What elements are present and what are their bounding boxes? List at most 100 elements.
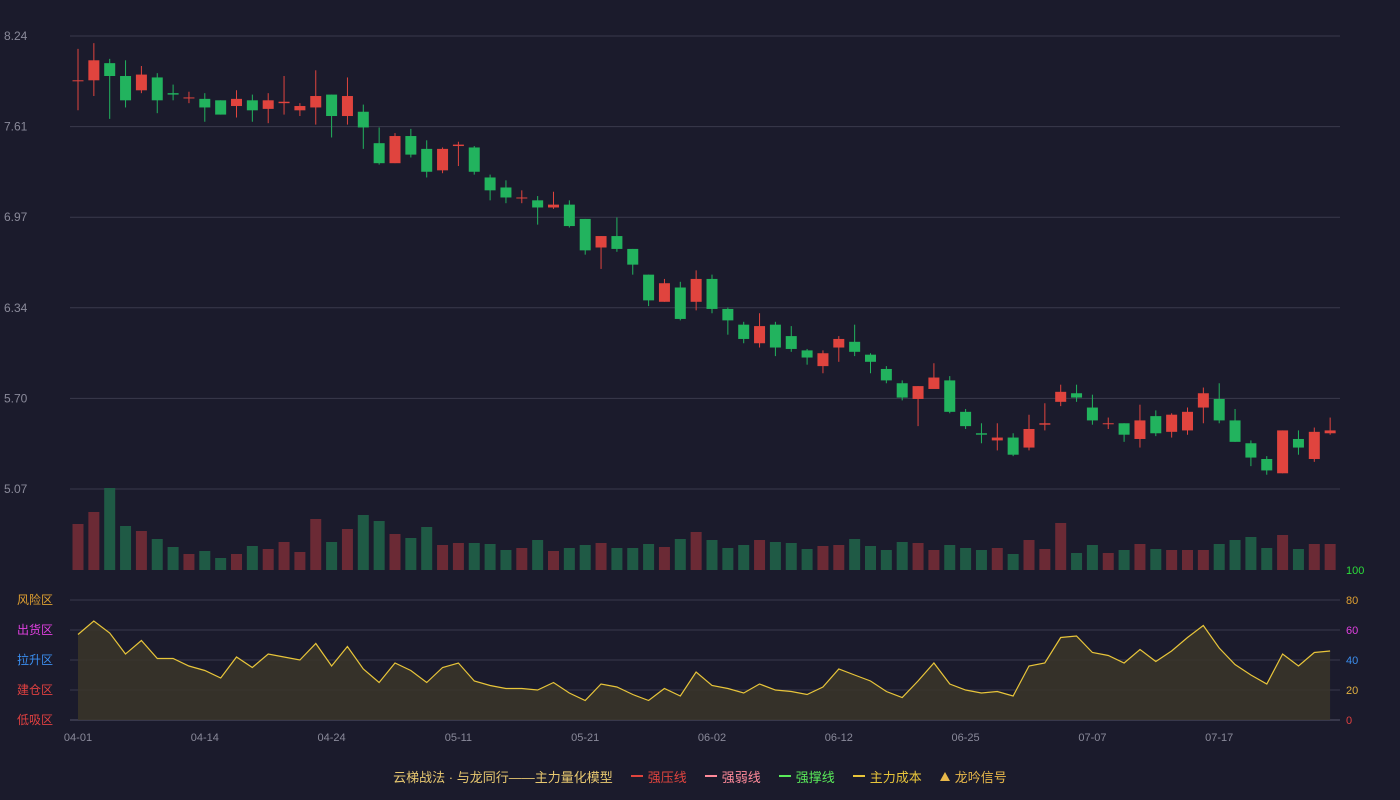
candle-body <box>1277 430 1289 474</box>
volume-bar <box>437 545 449 570</box>
candle-body <box>1023 428 1035 448</box>
candle-body <box>421 148 433 172</box>
candle-body <box>1229 420 1241 442</box>
volume-bar <box>865 546 876 570</box>
volume-bar <box>1213 544 1225 570</box>
indicator-tick-label: 100 <box>1346 565 1364 577</box>
date-tick-label: 05-11 <box>445 732 472 744</box>
candle-body <box>1308 431 1320 459</box>
volume-bar <box>1102 553 1114 570</box>
legend-item[interactable]: 强弱线 <box>704 767 761 786</box>
candle-body <box>817 353 829 367</box>
candle-body <box>769 324 781 348</box>
volume-bar <box>1007 554 1019 570</box>
volume-bar <box>595 543 607 570</box>
candle-body <box>72 80 84 82</box>
volume-bar <box>548 551 559 570</box>
candle-body <box>135 74 147 91</box>
candle-body <box>500 187 512 198</box>
candle-body <box>357 111 369 128</box>
date-tick-label: 04-24 <box>318 732 346 744</box>
volume-bar <box>1182 550 1193 570</box>
volume-bar <box>1086 545 1098 570</box>
candle-body <box>1166 414 1178 432</box>
volume-bar <box>151 539 163 570</box>
candle-body <box>1245 443 1257 458</box>
date-tick-label: 06-12 <box>825 732 853 744</box>
volume-bar <box>849 539 861 570</box>
legend-item[interactable]: 强撑线 <box>778 767 835 786</box>
volume-bar <box>326 542 338 570</box>
volume-bar <box>1118 550 1130 570</box>
volume-bar <box>754 540 766 570</box>
volume-bar <box>310 519 322 570</box>
candle-body <box>849 341 861 352</box>
candle-body <box>1055 391 1067 402</box>
price-tick-label: 5.70 <box>4 391 28 405</box>
indicator-tick-label: 0 <box>1346 715 1352 727</box>
candle-body <box>1039 423 1051 425</box>
candle-body <box>532 200 544 208</box>
volume-bar <box>896 542 908 570</box>
volume-bar <box>738 545 750 570</box>
volume-bar <box>611 548 623 570</box>
legend-item-label: 主力成本 <box>869 769 922 785</box>
volume-bars <box>72 488 1336 570</box>
volume-bar <box>357 515 369 570</box>
candle-body <box>405 136 417 155</box>
candle-body <box>896 383 908 398</box>
indicator-tick-label: 80 <box>1346 595 1358 607</box>
volume-bar <box>785 543 797 570</box>
candle-body <box>88 60 100 81</box>
indicator-series <box>77 620 1331 720</box>
candle-body <box>516 197 528 199</box>
date-tick-label: 07-17 <box>1205 732 1233 744</box>
candle-body <box>579 218 591 251</box>
candle-body <box>151 77 163 101</box>
candle-body <box>722 308 734 321</box>
volume-bar <box>167 547 179 570</box>
volume-bar <box>643 544 655 570</box>
volume-bar <box>627 548 639 570</box>
price-grid <box>70 35 1340 490</box>
legend-item[interactable]: 强压线 <box>630 767 687 786</box>
candle-body <box>643 274 655 301</box>
triangle-icon <box>939 771 950 781</box>
volume-bar <box>1055 523 1067 570</box>
candle-body <box>1007 437 1019 455</box>
candle-body <box>437 148 449 171</box>
volume-bar <box>341 529 353 570</box>
candle-body <box>199 98 211 108</box>
price-tick-label: 8.24 <box>4 29 28 43</box>
indicator-tick-label: 20 <box>1346 685 1358 697</box>
candle-body <box>1134 420 1146 439</box>
date-tick-label: 06-02 <box>698 732 726 744</box>
volume-bar <box>690 532 702 570</box>
candle-body <box>1071 393 1083 398</box>
volume-bar <box>468 543 480 570</box>
volume-bar <box>658 547 670 570</box>
candle-body <box>627 248 639 265</box>
legend-item[interactable]: 龙吟信号 <box>939 767 1007 786</box>
volume-bar <box>960 548 972 570</box>
volume-bar <box>1292 549 1304 570</box>
date-tick-label: 06-25 <box>952 732 980 744</box>
candle-body <box>1292 438 1304 448</box>
volume-bar <box>1166 550 1178 570</box>
candle-body <box>785 336 797 349</box>
volume-bar <box>120 526 132 570</box>
legend-item[interactable]: 主力成本 <box>852 767 922 786</box>
volume-bar <box>452 543 464 570</box>
volume-bar <box>1150 549 1162 570</box>
volume-bar <box>294 552 306 570</box>
volume-bar <box>801 549 813 570</box>
price-tick-label: 7.61 <box>4 120 28 134</box>
candle-body <box>944 380 956 412</box>
volume-bar <box>880 550 892 570</box>
legend-title: 云梯战法 · 与龙同行——主力量化模型 <box>393 769 613 785</box>
volume-bar <box>246 546 258 570</box>
candle-body <box>928 377 940 389</box>
zone-label: 低吸区 <box>17 713 53 727</box>
candle-body <box>452 144 464 147</box>
